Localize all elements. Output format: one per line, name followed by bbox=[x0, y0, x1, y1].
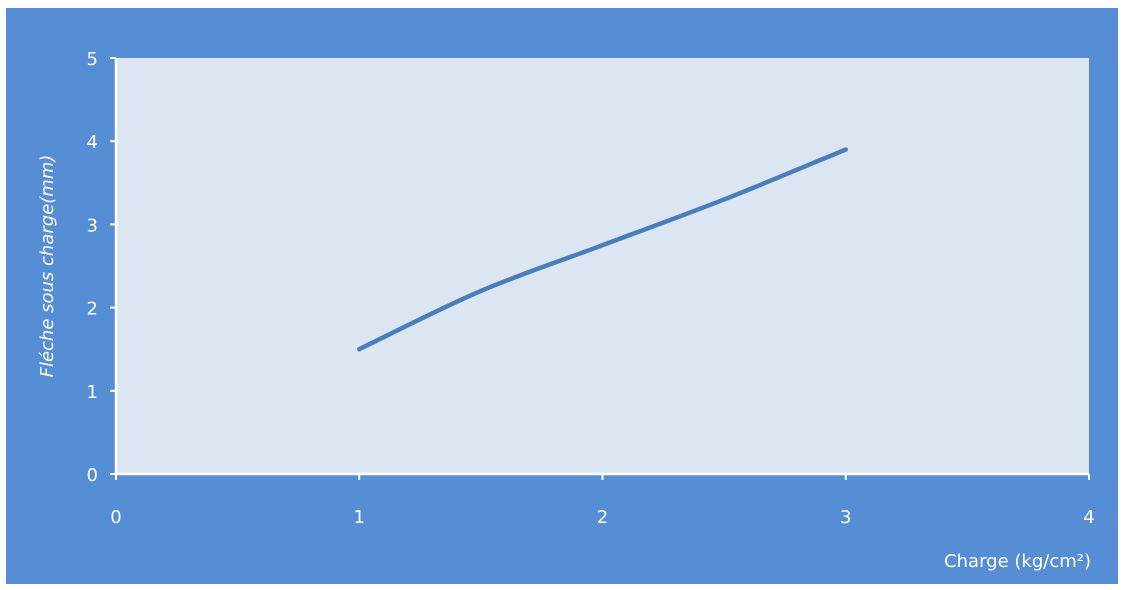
y-tick-label: 5 bbox=[87, 49, 98, 70]
x-tick-label: 4 bbox=[1083, 507, 1094, 528]
x-tick-label: 2 bbox=[597, 507, 608, 528]
series-layer bbox=[357, 147, 848, 352]
y-tick-labels: 0 1 2 3 4 5 bbox=[87, 49, 98, 486]
x-tick-label: 3 bbox=[840, 507, 851, 528]
plot-area bbox=[116, 58, 1089, 474]
y-tick-label: 1 bbox=[87, 382, 98, 403]
y-axis-title: Fléche sous charge(mm) bbox=[37, 155, 58, 378]
axes bbox=[114, 58, 1089, 476]
series-line-0 bbox=[357, 147, 848, 352]
y-tick-label: 0 bbox=[87, 465, 98, 486]
x-tick-label: 0 bbox=[110, 507, 121, 528]
x-axis-title: Charge (kg/cm²) bbox=[944, 551, 1091, 572]
y-tick-label: 4 bbox=[87, 132, 98, 153]
x-tick-label: 1 bbox=[354, 507, 365, 528]
y-tick-label: 2 bbox=[87, 299, 98, 320]
y-tick-label: 3 bbox=[87, 215, 98, 236]
x-tick-labels: 0 1 2 3 4 bbox=[110, 507, 1094, 528]
